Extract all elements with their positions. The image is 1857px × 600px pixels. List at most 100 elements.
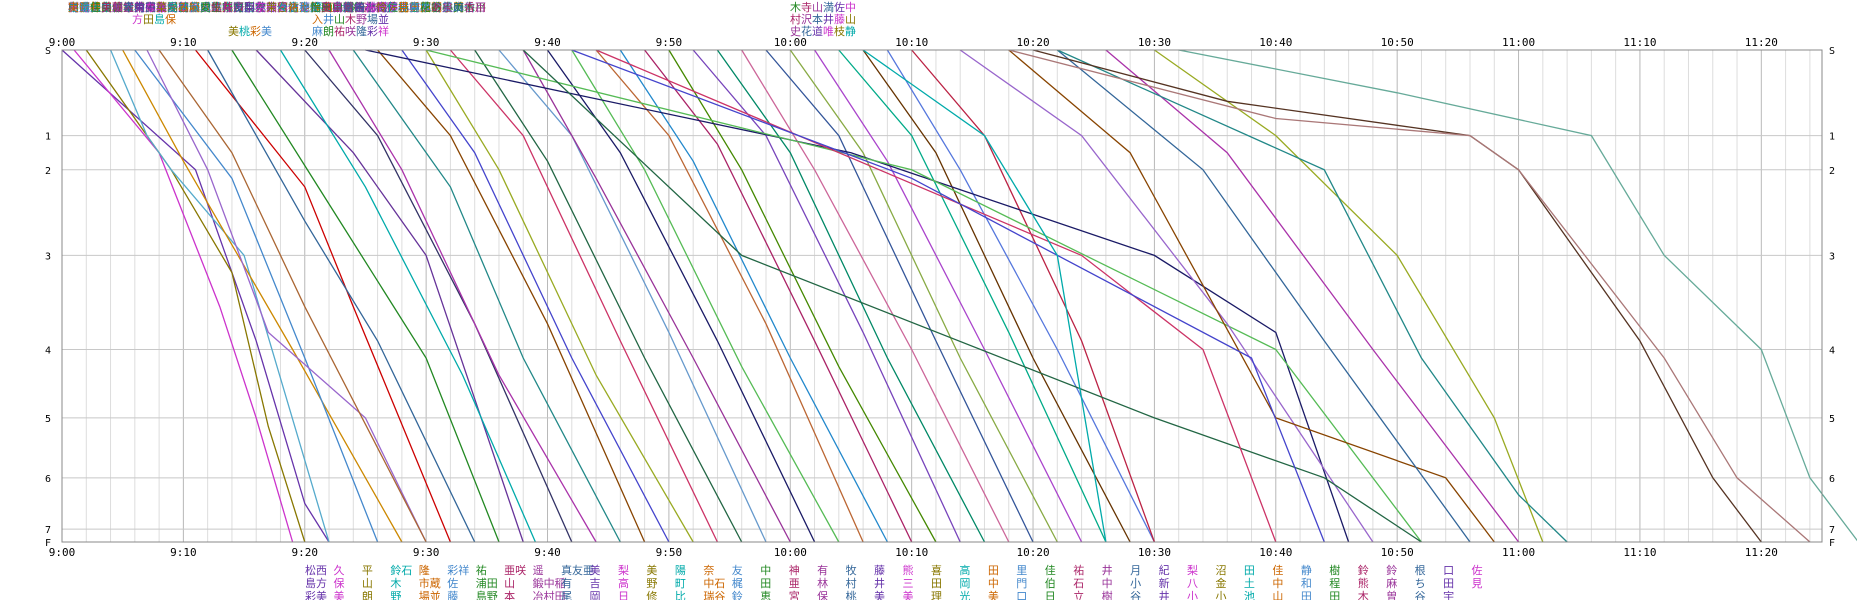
x-tick-label-bottom: 11:10 [1623, 546, 1656, 559]
name-char: 平 [211, 1, 222, 14]
top-name-row: 実達佳美加幸美な菜愛みう愛紘桜友梨奈茉々祐穂怡夏喜衛ち祐怜仁見真花あ泉麻 [68, 0, 464, 14]
bottom-name: 朗 [362, 590, 373, 600]
name-char: 小 [442, 1, 453, 14]
name-char: 寺 [801, 1, 812, 14]
name-char: 多 [233, 0, 244, 14]
name-char: 井 [398, 0, 409, 14]
name-char: 友 [68, 0, 79, 14]
x-tick-label-bottom: 10:00 [774, 546, 807, 559]
bottom-name: 岡 [959, 577, 970, 590]
name-char: 泉 [442, 0, 453, 14]
name-char: 松 [90, 0, 101, 14]
name-char: 花 [255, 1, 266, 14]
station-label-left: 4 [45, 345, 51, 356]
name-char: 直 [323, 0, 334, 14]
bottom-name: 浦田 [476, 577, 498, 590]
name-char: 島 [154, 12, 165, 26]
train-line-21 [474, 49, 743, 543]
name-char: 彩 [250, 25, 261, 38]
train-lines [61, 49, 1857, 543]
bottom-name: 木 [390, 577, 401, 590]
bottom-name: 隆 [419, 563, 430, 577]
name-char: 神 [178, 0, 189, 14]
train-line-20 [449, 49, 718, 543]
train-line-5 [122, 49, 403, 543]
name-char: 中 [409, 1, 420, 14]
name-char: 岡 [244, 1, 255, 14]
name-char: 佐 [112, 0, 123, 14]
top-name-row: 村沢本井藤山 [790, 12, 856, 26]
name-char: 亜 [112, 1, 123, 14]
bottom-name: 亜 [789, 577, 800, 590]
bottom-name: 喜 [931, 564, 942, 577]
name-char: 林 [255, 0, 266, 14]
name-char: 門 [453, 1, 464, 14]
bottom-name: 田 [1329, 590, 1340, 600]
name-char: え [123, 1, 134, 14]
name-char: 苗 [409, 1, 420, 14]
train-line-41 [425, 49, 1422, 543]
name-char: 鈴 [431, 0, 442, 14]
name-char: 川 [244, 1, 255, 14]
name-char: 祐 [222, 1, 233, 14]
bottom-name: 美 [903, 590, 914, 600]
bottom-name: 佳 [1045, 563, 1056, 577]
name-char: 満 [823, 1, 834, 14]
bottom-name: 鍛中稲 [533, 576, 566, 590]
train-line-27 [619, 49, 888, 543]
name-char: 石 [321, 1, 332, 14]
name-char: 田 [354, 1, 365, 14]
bottom-name: 谷 [1130, 590, 1141, 600]
name-char: 桜 [222, 0, 233, 14]
name-char: 麻 [312, 24, 323, 38]
x-tick-label-top: 9:00 [49, 36, 76, 49]
name-char: 岩 [398, 0, 409, 14]
name-char: 田 [143, 13, 154, 26]
train-line-18 [401, 49, 670, 543]
name-char: 口 [453, 1, 464, 14]
x-tick-label-top: 9:30 [413, 36, 440, 49]
station-label-right: 1 [1829, 132, 1835, 143]
bottom-name: 梶 [732, 576, 743, 590]
bottom-name: 陽 [675, 564, 686, 577]
name-char: 村 [68, 0, 79, 14]
name-char: 美 [310, 1, 321, 14]
train-line-29 [668, 49, 937, 543]
x-tick-label-top: 9:20 [292, 36, 319, 49]
name-char: 井 [823, 12, 834, 26]
name-char: 愛 [167, 1, 178, 14]
name-char: 美 [134, 1, 145, 14]
train-line-12 [255, 49, 524, 543]
x-tick-label-bottom: 10:10 [895, 546, 928, 559]
bottom-name: 熊 [1358, 576, 1369, 590]
name-char: 山 [354, 1, 365, 14]
bottom-name: 山 [362, 577, 373, 590]
train-line-1 [61, 49, 330, 543]
name-char: 衛 [343, 1, 354, 14]
top-name-row: 島匠上目藤金内中嘉陽神坂田生井田川奈田宮童池紀田島根崎村野佐井氏木谷 [68, 0, 442, 14]
bottom-name: 樹 [1329, 564, 1340, 577]
name-char: 和 [321, 1, 332, 14]
name-char: 原 [420, 1, 431, 14]
name-char: 小 [398, 1, 409, 14]
name-char: 祐 [365, 1, 376, 14]
name-char: 奈 [255, 0, 266, 14]
name-char: 田 [233, 1, 244, 14]
station-label-right: 3 [1829, 251, 1835, 262]
name-char: 仁 [387, 1, 398, 14]
bottom-name: 岡 [590, 590, 601, 600]
name-char: あ [431, 1, 442, 14]
train-line-28 [644, 49, 913, 543]
x-tick-label-bottom: 10:40 [1259, 546, 1292, 559]
bottom-name: 紀 [1159, 564, 1170, 577]
name-char: 黒 [277, 1, 288, 14]
name-char: 真 [321, 0, 332, 14]
x-tick-label-top: 10:20 [1016, 36, 1049, 49]
name-char: 香 [464, 1, 475, 14]
train-line-2 [73, 49, 294, 543]
bottom-name: 新 [1159, 576, 1170, 590]
name-char: 茉 [266, 0, 277, 14]
name-char: 日 [233, 1, 244, 14]
bottom-name: 村 [846, 576, 857, 590]
